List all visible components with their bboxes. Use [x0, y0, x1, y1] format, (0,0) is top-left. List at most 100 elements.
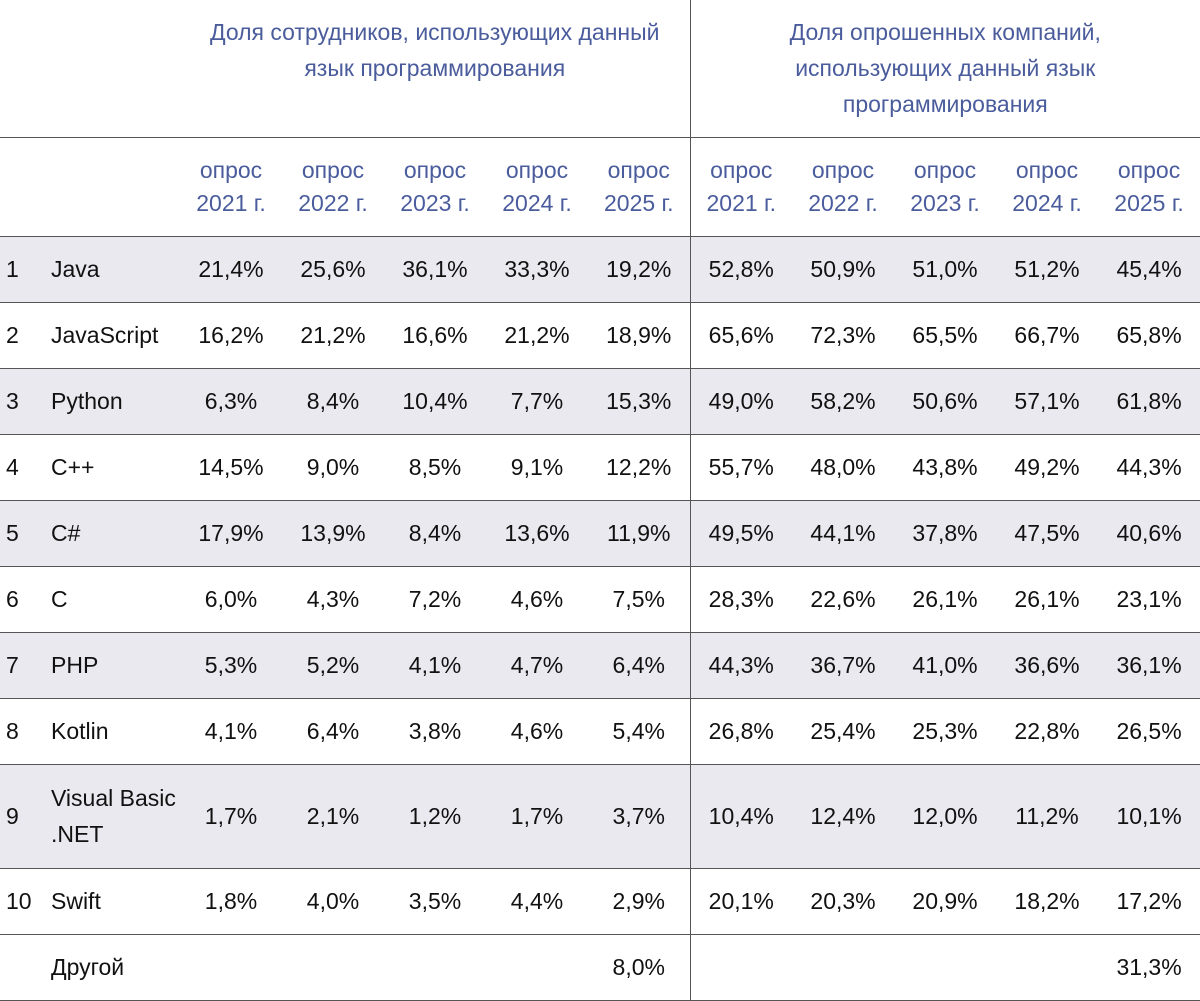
- data-row: 1 Java 21,4% 25,6% 36,1% 33,3% 19,2% 52,8% 50,9%…: [0, 236, 1200, 303]
- value-cell: 4,1%: [180, 698, 282, 765]
- value-cell: 72,3%: [792, 302, 895, 369]
- value-cell: 65,6%: [689, 302, 793, 369]
- name-cell: Другой: [45, 934, 180, 1001]
- rank-cell: 9: [0, 764, 45, 869]
- value-cell: 55,7%: [689, 434, 793, 501]
- value-cell: 49,5%: [689, 500, 793, 567]
- value-cell: [689, 934, 793, 1001]
- value-cell: 8,0%: [588, 934, 691, 1001]
- value-cell: 26,1%: [894, 566, 997, 633]
- value-cell: 40,6%: [1098, 500, 1200, 567]
- data-row: 2 JavaScript 16,2% 21,2% 16,6% 21,2% 18,9% 65,6…: [0, 302, 1200, 369]
- value-cell: 4,6%: [486, 698, 588, 765]
- value-cell: 25,4%: [792, 698, 895, 765]
- value-cell: 25,3%: [894, 698, 997, 765]
- value-cell: 10,4%: [384, 368, 486, 435]
- rank-cell: 2: [0, 302, 45, 369]
- value-cell: 13,6%: [486, 500, 588, 567]
- year-header: опрос 2021 г.: [180, 137, 282, 237]
- value-cell: 49,0%: [689, 368, 793, 435]
- value-cell: 13,9%: [282, 500, 384, 567]
- value-cell: 49,2%: [996, 434, 1099, 501]
- value-cell: 44,1%: [792, 500, 895, 567]
- name-cell: C: [45, 566, 180, 633]
- rank-cell: 6: [0, 566, 45, 633]
- value-cell: 50,9%: [792, 236, 895, 303]
- value-cell: 47,5%: [996, 500, 1099, 567]
- blank-cell: [0, 0, 180, 138]
- value-cell: 26,8%: [689, 698, 793, 765]
- value-cell: 8,4%: [384, 500, 486, 567]
- data-row: 7 PHP 5,3% 5,2% 4,1% 4,7% 6,4% 44,3% 36,7% 41,0% 3…: [0, 632, 1200, 699]
- year-header: опрос 2022 г.: [792, 137, 895, 237]
- value-cell: 25,6%: [282, 236, 384, 303]
- value-cell: 6,3%: [180, 368, 282, 435]
- year-header: опрос 2025 г.: [588, 137, 691, 237]
- name-cell: Kotlin: [45, 698, 180, 765]
- value-cell: 20,9%: [894, 868, 997, 935]
- year-header: опрос 2024 г.: [996, 137, 1099, 237]
- value-cell: [894, 934, 997, 1001]
- value-cell: 44,3%: [1098, 434, 1200, 501]
- year-header: опрос 2025 г.: [1098, 137, 1200, 237]
- value-cell: 7,2%: [384, 566, 486, 633]
- group-header-row: Доля сотрудников, использующих данный яз…: [0, 0, 1200, 138]
- value-cell: 11,9%: [588, 500, 691, 567]
- rank-cell: 1: [0, 236, 45, 303]
- rank-cell: 4: [0, 434, 45, 501]
- value-cell: 57,1%: [996, 368, 1099, 435]
- value-cell: 18,9%: [588, 302, 691, 369]
- value-cell: 21,4%: [180, 236, 282, 303]
- value-cell: 7,7%: [486, 368, 588, 435]
- value-cell: 6,4%: [282, 698, 384, 765]
- value-cell: 1,2%: [384, 764, 486, 869]
- value-cell: 22,6%: [792, 566, 895, 633]
- value-cell: [486, 934, 588, 1001]
- data-row: 5 C# 17,9% 13,9% 8,4% 13,6% 11,9% 49,5% 44,1% 37,…: [0, 500, 1200, 567]
- value-cell: 7,5%: [588, 566, 691, 633]
- value-cell: 5,4%: [588, 698, 691, 765]
- rank-cell: 10: [0, 868, 45, 935]
- value-cell: 31,3%: [1098, 934, 1200, 1001]
- value-cell: 19,2%: [588, 236, 691, 303]
- value-cell: 6,0%: [180, 566, 282, 633]
- value-cell: 2,9%: [588, 868, 691, 935]
- year-header: опрос 2023 г.: [384, 137, 486, 237]
- value-cell: 65,8%: [1098, 302, 1200, 369]
- year-header: опрос 2024 г.: [486, 137, 588, 237]
- value-cell: 16,2%: [180, 302, 282, 369]
- value-cell: 61,8%: [1098, 368, 1200, 435]
- value-cell: 22,8%: [996, 698, 1099, 765]
- value-cell: 43,8%: [894, 434, 997, 501]
- name-cell: JavaScript: [45, 302, 180, 369]
- year-header-row: опрос 2021 г. опрос 2022 г. опрос 2023 г. о…: [0, 137, 1200, 237]
- value-cell: 50,6%: [894, 368, 997, 435]
- value-cell: 17,9%: [180, 500, 282, 567]
- name-cell: Swift: [45, 868, 180, 935]
- value-cell: 16,6%: [384, 302, 486, 369]
- value-cell: 10,1%: [1098, 764, 1200, 869]
- value-cell: 58,2%: [792, 368, 895, 435]
- value-cell: 8,4%: [282, 368, 384, 435]
- value-cell: 12,4%: [792, 764, 895, 869]
- value-cell: 44,3%: [689, 632, 793, 699]
- value-cell: 5,3%: [180, 632, 282, 699]
- value-cell: 15,3%: [588, 368, 691, 435]
- rank-cell: 8: [0, 698, 45, 765]
- group-header: Доля опрошенных компаний, использующих д…: [689, 0, 1200, 138]
- value-cell: 9,1%: [486, 434, 588, 501]
- value-cell: 5,2%: [282, 632, 384, 699]
- year-header: опрос 2021 г.: [689, 137, 793, 237]
- value-cell: 17,2%: [1098, 868, 1200, 935]
- value-cell: 51,0%: [894, 236, 997, 303]
- value-cell: 36,6%: [996, 632, 1099, 699]
- value-cell: 21,2%: [282, 302, 384, 369]
- value-cell: 52,8%: [689, 236, 793, 303]
- value-cell: 33,3%: [486, 236, 588, 303]
- value-cell: 26,5%: [1098, 698, 1200, 765]
- name-cell: PHP: [45, 632, 180, 699]
- blank-cell: [0, 137, 180, 237]
- rank-cell: 7: [0, 632, 45, 699]
- value-cell: 4,7%: [486, 632, 588, 699]
